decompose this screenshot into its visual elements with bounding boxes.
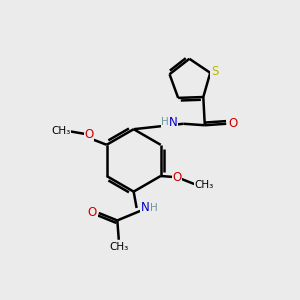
Text: N: N — [169, 116, 177, 129]
Text: CH₃: CH₃ — [51, 126, 70, 136]
Text: O: O — [228, 117, 237, 130]
Text: O: O — [172, 171, 182, 184]
Text: S: S — [211, 65, 218, 78]
Text: N: N — [141, 202, 149, 214]
Text: CH₃: CH₃ — [194, 180, 213, 190]
Text: H: H — [161, 117, 169, 127]
Text: O: O — [84, 128, 93, 141]
Text: CH₃: CH₃ — [109, 242, 128, 252]
Text: H: H — [150, 203, 158, 213]
Text: O: O — [88, 206, 97, 219]
